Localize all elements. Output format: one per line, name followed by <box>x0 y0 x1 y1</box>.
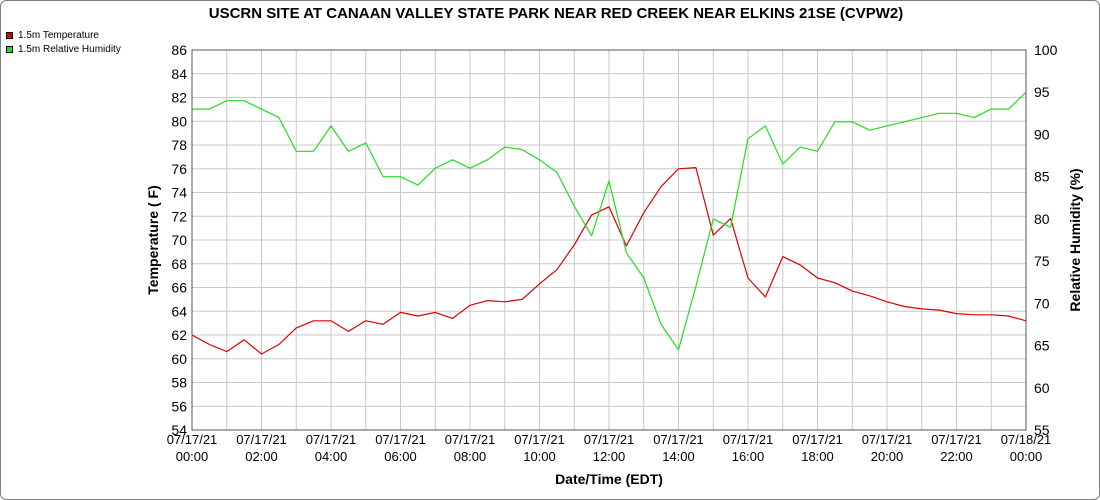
y-tick-label-right: 65 <box>1034 338 1050 354</box>
y-tick-label-left: 80 <box>171 113 187 129</box>
x-tick-label-time: 18:00 <box>801 449 834 464</box>
x-tick-label-time: 16:00 <box>732 449 765 464</box>
y-tick-label-left: 84 <box>171 66 187 82</box>
legend-swatch-temperature <box>6 31 13 39</box>
legend-label-temperature: 1.5m Temperature <box>18 29 99 41</box>
y-tick-label-left: 68 <box>171 256 187 272</box>
x-tick-label-date: 07/17/21 <box>653 432 704 447</box>
x-tick-label-time: 08:00 <box>454 449 487 464</box>
x-tick-label-date: 07/17/21 <box>792 432 843 447</box>
y-tick-label-left: 86 <box>171 42 187 58</box>
x-tick-label-date: 07/17/21 <box>723 432 774 447</box>
x-tick-label-date: 07/17/21 <box>236 432 287 447</box>
series-line-temperature <box>191 167 1027 355</box>
y-tick-label-right: 55 <box>1034 422 1050 438</box>
y-tick-label-right: 80 <box>1034 211 1050 227</box>
x-tick-label-time: 14:00 <box>662 449 695 464</box>
axis-ticks: 54 56 58 60 62 64 66 68 70 72 74 76 78 80 82 84 86 55 60 65… <box>167 42 1058 464</box>
x-tick-label-date: 07/17/21 <box>375 432 426 447</box>
x-tick-label-date: 07/18/21 <box>1001 432 1052 447</box>
x-tick-label-date: 07/17/21 <box>514 432 565 447</box>
y-tick-label-left: 72 <box>171 208 187 224</box>
y-axis-label-left: Temperature ( F) <box>145 185 161 294</box>
x-tick-label-time: 12:00 <box>593 449 626 464</box>
y-tick-label-left: 74 <box>171 185 187 201</box>
y-tick-label-left: 62 <box>171 327 187 343</box>
y-tick-label-left: 76 <box>171 161 187 177</box>
grid <box>191 49 1027 431</box>
y-tick-label-right: 60 <box>1034 380 1050 396</box>
x-tick-label-time: 10:00 <box>523 449 556 464</box>
y-tick-label-right: 75 <box>1034 253 1050 269</box>
series-line-humidity <box>192 91 1027 351</box>
y-tick-label-left: 64 <box>171 303 187 319</box>
legend-swatch-humidity <box>6 45 13 53</box>
legend: 1.5m Temperature 1.5m Relative Humidity <box>6 28 121 56</box>
y-tick-label-left: 66 <box>171 280 187 296</box>
x-tick-label-date: 07/17/21 <box>445 432 496 447</box>
legend-label-humidity: 1.5m Relative Humidity <box>18 43 121 55</box>
x-tick-label-date: 07/17/21 <box>167 432 218 447</box>
x-axis-label: Date/Time (EDT) <box>555 471 663 487</box>
x-tick-label-time: 04:00 <box>315 449 348 464</box>
x-tick-label-date: 07/17/21 <box>306 432 357 447</box>
x-tick-label-time: 00:00 <box>1010 449 1043 464</box>
x-tick-label-time: 22:00 <box>940 449 973 464</box>
y-tick-label-left: 56 <box>171 398 187 414</box>
y-tick-label-right: 85 <box>1034 169 1050 185</box>
y-tick-label-right: 95 <box>1034 84 1050 100</box>
y-axis-label-right: Relative Humidity (%) <box>1067 168 1083 311</box>
y-tick-label-left: 54 <box>171 422 187 438</box>
y-tick-label-right: 70 <box>1034 295 1050 311</box>
y-tick-label-left: 60 <box>171 351 187 367</box>
y-tick-label-left: 70 <box>171 232 187 248</box>
x-tick-label-date: 07/17/21 <box>584 432 635 447</box>
y-tick-label-left: 78 <box>171 137 187 153</box>
series-lines <box>191 91 1027 355</box>
x-tick-label-time: 00:00 <box>176 449 209 464</box>
x-tick-label-time: 06:00 <box>384 449 417 464</box>
y-tick-label-right: 90 <box>1034 126 1050 142</box>
x-tick-label-time: 20:00 <box>871 449 904 464</box>
legend-item-humidity: 1.5m Relative Humidity <box>6 42 121 56</box>
x-tick-label-date: 07/17/21 <box>862 432 913 447</box>
x-tick-label-date: 07/17/21 <box>931 432 982 447</box>
y-tick-label-left: 82 <box>171 90 187 106</box>
chart-title: USCRN SITE AT CANAAN VALLEY STATE PARK N… <box>209 5 904 22</box>
y-tick-label-left: 58 <box>171 375 187 391</box>
y-tick-label-right: 100 <box>1034 42 1058 58</box>
legend-item-temperature: 1.5m Temperature <box>6 28 121 42</box>
plot-border <box>191 49 1027 431</box>
x-tick-label-time: 02:00 <box>245 449 278 464</box>
